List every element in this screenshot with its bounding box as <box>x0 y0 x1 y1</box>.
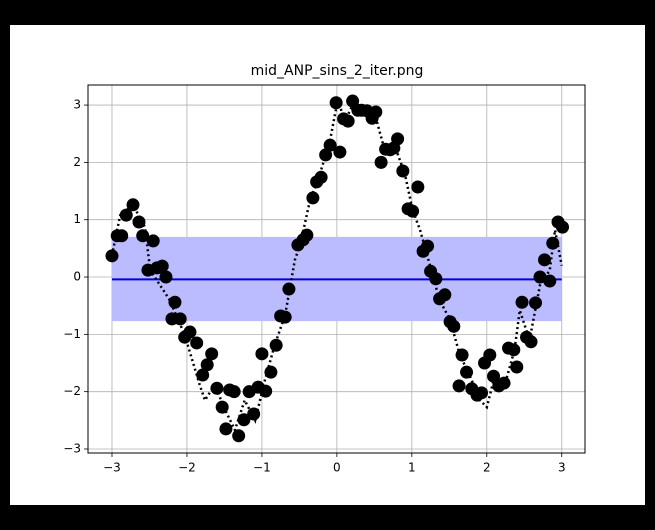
y-tick-label: −1 <box>63 327 81 341</box>
point <box>247 407 261 421</box>
x-tick-label: 0 <box>333 461 341 475</box>
point <box>136 229 150 243</box>
point <box>529 296 543 310</box>
point <box>452 379 466 393</box>
chart-title: mid_ANP_sins_2_iter.png <box>251 63 424 79</box>
point <box>391 132 405 146</box>
point <box>329 96 343 110</box>
point <box>159 270 173 284</box>
point <box>475 386 489 400</box>
x-tick-label: −1 <box>253 461 271 475</box>
point <box>183 325 197 339</box>
y-tick-label: 3 <box>73 98 81 112</box>
point <box>314 170 328 184</box>
point <box>105 249 119 263</box>
x-tick-label: −3 <box>103 461 121 475</box>
point <box>132 215 146 229</box>
point <box>173 312 187 326</box>
point <box>196 368 210 382</box>
point <box>341 114 355 128</box>
point <box>556 220 570 234</box>
point <box>215 400 229 414</box>
y-tick-label: −3 <box>63 441 81 455</box>
y-tick-label: 1 <box>73 212 81 226</box>
point <box>374 155 388 169</box>
point <box>269 338 283 352</box>
y-tick-label: 0 <box>73 270 81 284</box>
axes-frame <box>87 84 586 454</box>
point <box>333 145 347 159</box>
point <box>278 310 292 324</box>
point <box>543 274 557 288</box>
point <box>460 365 474 379</box>
point <box>421 239 435 253</box>
x-tick-label: 3 <box>558 461 566 475</box>
point <box>190 336 204 350</box>
point <box>126 198 140 212</box>
point <box>168 295 182 309</box>
point <box>510 360 524 374</box>
point <box>396 164 410 178</box>
point <box>205 347 219 361</box>
point <box>200 358 214 372</box>
point <box>455 348 469 362</box>
point <box>155 259 169 273</box>
point <box>487 369 501 383</box>
point <box>219 422 233 436</box>
dotted-line <box>110 95 563 434</box>
point <box>227 385 241 399</box>
y-tick-label: −2 <box>63 384 81 398</box>
y-tick-label: 2 <box>73 155 81 169</box>
point <box>264 365 278 379</box>
point <box>538 253 552 267</box>
point <box>300 228 314 242</box>
point <box>306 191 320 205</box>
point <box>533 270 547 284</box>
point <box>146 234 160 248</box>
point <box>438 288 452 302</box>
x-tick-label: 2 <box>483 461 491 475</box>
point <box>411 180 425 194</box>
point <box>369 105 383 119</box>
point <box>524 335 538 349</box>
x-tick-label: 1 <box>408 461 416 475</box>
x-tick-label: −2 <box>178 461 196 475</box>
point <box>255 347 269 361</box>
point <box>115 229 129 243</box>
point <box>507 343 521 357</box>
point <box>483 348 497 362</box>
point <box>515 295 529 309</box>
point <box>429 272 443 286</box>
point <box>447 319 461 333</box>
point <box>406 204 420 218</box>
